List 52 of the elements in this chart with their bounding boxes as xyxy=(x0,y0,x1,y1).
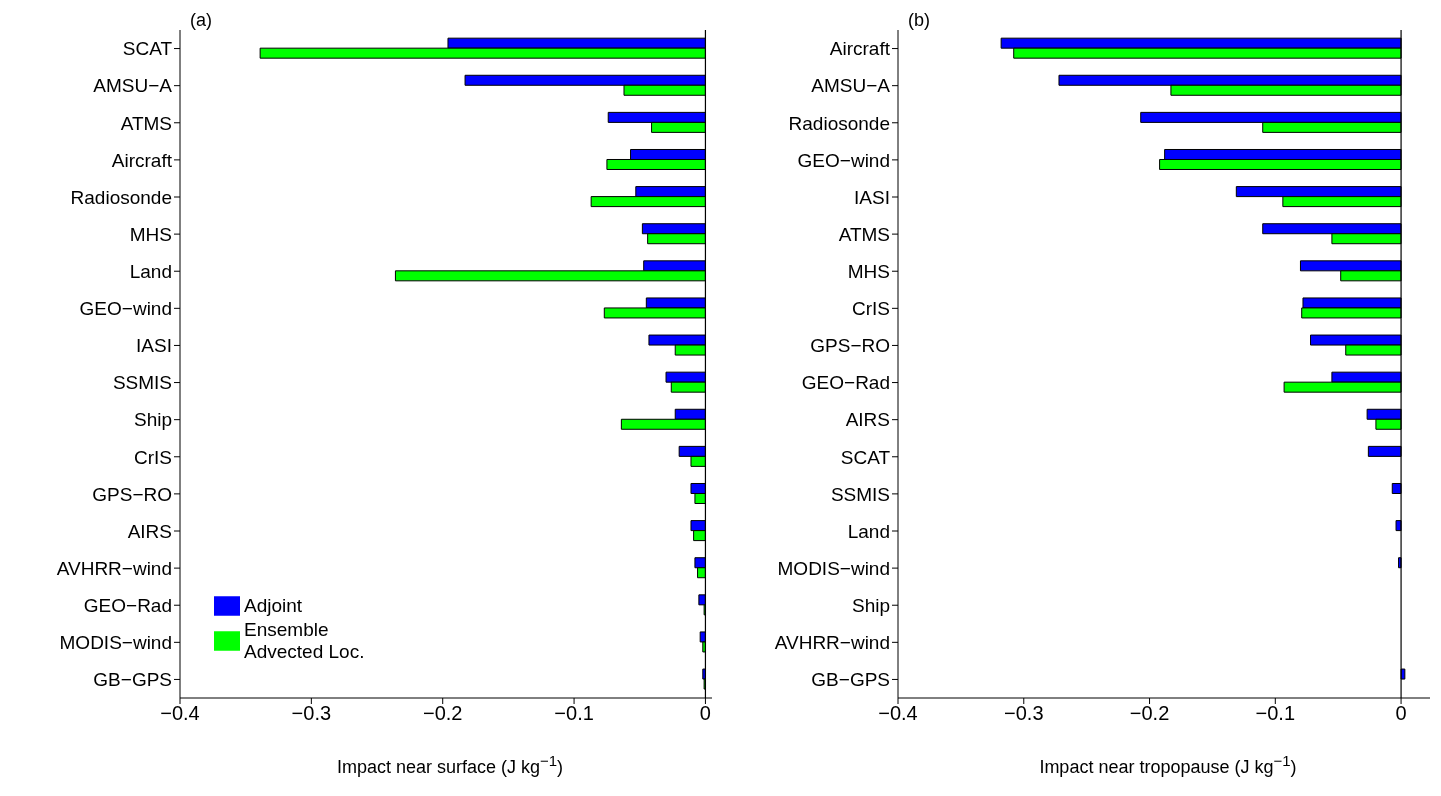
y-tick-label: AVHRR−wind xyxy=(774,632,890,654)
y-tick-label: ATMS xyxy=(838,223,890,245)
y-tick-label: AVHRR−wind xyxy=(56,557,172,579)
y-tick-label: MODIS−wind xyxy=(777,557,890,579)
x-tick-label: −0.2 xyxy=(422,702,463,725)
y-tick-label: Land xyxy=(847,520,890,542)
legend-label: Adjoint xyxy=(244,595,304,617)
y-tick-label: MHS xyxy=(847,260,890,282)
y-tick-label: Ship xyxy=(133,409,172,431)
y-tick-label: AIRS xyxy=(845,409,890,431)
x-tick-label: 0 xyxy=(1395,702,1407,725)
x-tick-label: 0 xyxy=(699,702,711,725)
y-tick-label: GEO−Rad xyxy=(801,372,890,394)
y-tick-label: GEO−wind xyxy=(797,149,890,171)
y-tick-label: GB−GPS xyxy=(93,669,172,691)
y-tick-label: MHS xyxy=(129,223,172,245)
y-tick-label: MODIS−wind xyxy=(59,632,172,654)
y-tick-label: CrIS xyxy=(134,446,172,468)
chart-title: (b) xyxy=(908,10,930,31)
x-tick-label: −0.4 xyxy=(160,702,200,725)
y-tick-label: GPS−RO xyxy=(810,335,890,357)
y-tick-label: Ship xyxy=(851,594,890,616)
x-tick-label: −0.1 xyxy=(554,702,594,725)
x-tick-label: −0.3 xyxy=(291,702,332,725)
x-axis-title: Impact near tropopause (J kg$^{−1}$) xyxy=(1038,752,1298,778)
x-tick-label: −0.3 xyxy=(1004,702,1044,725)
chart-title: (a) xyxy=(190,10,212,31)
legend-label: Ensemble Advected Loc. xyxy=(244,619,366,663)
x-axis-title: Impact near surface (J kg$^{−1}$) xyxy=(335,752,565,778)
y-tick-label: IASI xyxy=(136,335,172,357)
y-tick-label: SCAT xyxy=(840,446,891,468)
y-tick-label: GEO−Rad xyxy=(83,594,172,616)
y-tick-label: AMSU−A xyxy=(93,75,173,97)
y-tick-label: GB−GPS xyxy=(811,669,890,691)
x-tick-label: −0.2 xyxy=(1129,702,1170,725)
y-tick-label: ATMS xyxy=(120,112,172,134)
x-tick-label: −0.4 xyxy=(878,702,918,725)
y-tick-label: IASI xyxy=(854,186,890,208)
y-tick-label: GEO−wind xyxy=(79,298,172,320)
y-tick-label: AMSU−A xyxy=(811,75,891,97)
y-tick-label: SSMIS xyxy=(112,372,172,394)
x-tick-label: −0.1 xyxy=(1255,702,1296,725)
y-tick-label: SSMIS xyxy=(830,483,890,505)
y-tick-label: AIRS xyxy=(127,520,172,542)
y-tick-label: GPS−RO xyxy=(92,483,172,505)
y-tick-label: Radiosonde xyxy=(788,112,890,134)
y-tick-label: CrIS xyxy=(852,298,890,320)
y-tick-label: SCAT xyxy=(122,38,173,60)
y-tick-label: Aircraft xyxy=(829,38,891,60)
y-tick-label: Radiosonde xyxy=(70,186,172,208)
y-tick-label: Land xyxy=(129,260,172,282)
y-tick-label: Aircraft xyxy=(111,149,173,171)
